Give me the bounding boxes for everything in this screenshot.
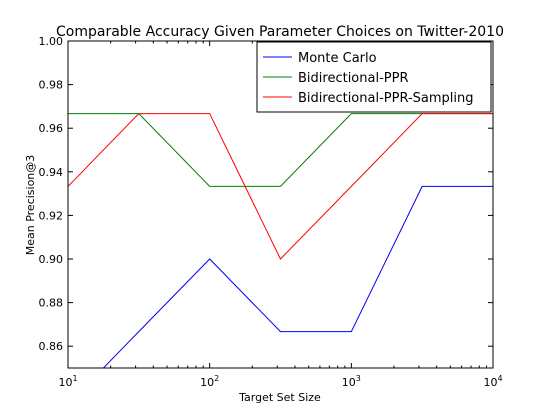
x-tick-label: 104 <box>483 374 502 389</box>
legend-label-monte-carlo: Monte Carlo <box>298 51 377 66</box>
series-line-monte-carlo <box>102 185 493 368</box>
x-tick-label: 103 <box>342 374 361 389</box>
legend-label-bidirectional-ppr: Bidirectional-PPR <box>298 71 408 86</box>
y-tick-label: 0.98 <box>39 79 64 92</box>
x-tick-label: 101 <box>58 374 77 389</box>
x-tick-label: 102 <box>200 374 219 389</box>
chart-title: Comparable Accuracy Given Parameter Choi… <box>56 24 504 40</box>
legend: Monte Carlo Bidirectional-PPR Bidirectiona… <box>256 41 492 113</box>
y-tick-label: 0.94 <box>39 166 64 179</box>
legend-box <box>256 41 492 113</box>
ticks-layer: 0.86 0.88 0.90 0.92 0.94 0.96 0.98 1.00 101 102 10… <box>39 35 503 389</box>
series-layer <box>68 113 493 368</box>
y-axis-label: Mean Precision@3 <box>24 155 37 256</box>
y-tick-label: 0.92 <box>39 209 64 222</box>
plot-frame <box>67 40 494 369</box>
y-tick-label: 0.86 <box>39 340 64 353</box>
y-tick-label: 1.00 <box>39 35 64 48</box>
y-tick-label: 0.88 <box>39 297 64 310</box>
series-line-bidirectional-ppr-sampling <box>68 113 493 260</box>
y-tick-label: 0.90 <box>39 253 64 266</box>
y-tick-label: 0.96 <box>39 122 64 135</box>
legend-label-bidirectional-ppr-sampling: Bidirectional-PPR-Sampling <box>298 91 474 106</box>
x-axis-label: Target Set Size <box>238 391 321 404</box>
